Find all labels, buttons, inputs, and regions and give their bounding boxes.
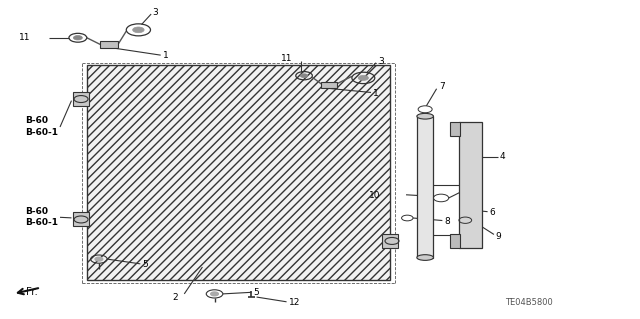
Bar [450, 122, 460, 136]
Text: 3: 3 [378, 57, 384, 66]
Text: 6: 6 [490, 208, 495, 217]
Ellipse shape [417, 255, 433, 260]
Bar [383, 234, 398, 248]
Ellipse shape [417, 113, 433, 119]
Text: 2: 2 [173, 293, 179, 301]
Text: 9: 9 [496, 232, 502, 241]
Text: 12: 12 [289, 298, 300, 307]
Text: 3: 3 [152, 8, 158, 17]
Circle shape [211, 292, 218, 296]
Text: 1: 1 [163, 51, 168, 60]
Text: 5: 5 [253, 288, 259, 297]
Text: 11: 11 [19, 33, 30, 42]
Text: B-60-1: B-60-1 [26, 128, 59, 137]
Text: 1: 1 [373, 89, 379, 98]
Circle shape [358, 75, 369, 80]
Text: 7: 7 [439, 82, 445, 91]
Bar [321, 82, 337, 88]
Bar [74, 92, 90, 106]
Circle shape [300, 74, 308, 78]
Text: 4: 4 [500, 152, 506, 161]
Bar [88, 65, 390, 280]
Text: 11: 11 [281, 54, 292, 63]
Circle shape [74, 35, 83, 40]
Text: B-60: B-60 [26, 207, 49, 216]
Text: 10: 10 [369, 191, 381, 200]
Bar [459, 122, 482, 248]
Text: Fr.: Fr. [26, 287, 38, 297]
Circle shape [95, 257, 102, 261]
Text: B-60: B-60 [26, 116, 49, 125]
Bar [100, 41, 118, 48]
Circle shape [132, 27, 144, 33]
Text: 5: 5 [142, 260, 148, 269]
Bar [74, 212, 90, 226]
Bar [450, 234, 460, 248]
Text: B-60-1: B-60-1 [26, 218, 59, 227]
Bar [417, 116, 433, 257]
Text: 8: 8 [444, 217, 450, 226]
Text: TE04B5800: TE04B5800 [505, 298, 552, 307]
